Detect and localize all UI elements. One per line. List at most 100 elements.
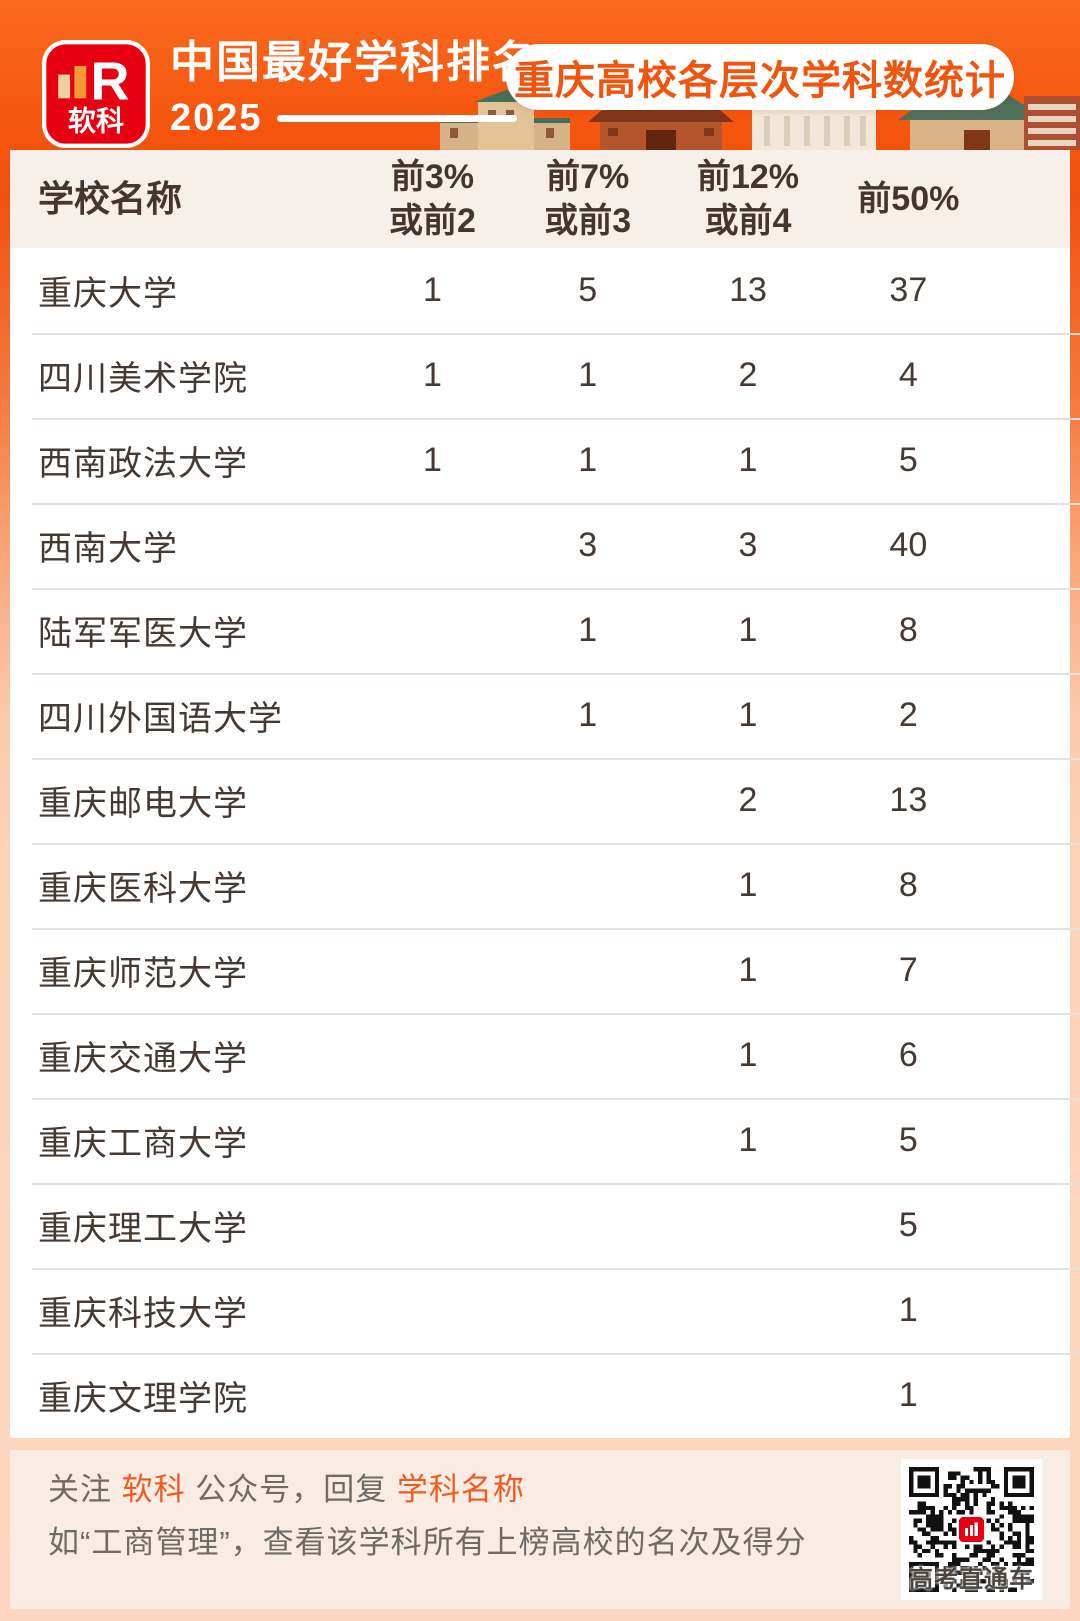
- table-row: 重庆文理学院 1: [10, 1353, 1080, 1438]
- top12-value: 13: [729, 271, 767, 309]
- column-header-top12-line2: 或前4: [704, 202, 792, 240]
- school-name: 重庆交通大学: [38, 1040, 248, 1078]
- top12-value: 2: [738, 781, 758, 819]
- footer-line1-seg: 关注: [48, 1472, 122, 1507]
- footer-keyword-highlight: 学科名称: [396, 1472, 525, 1507]
- column-header-school: 学校名称: [38, 178, 183, 219]
- top3-value: 1: [422, 441, 442, 479]
- top7-value: 3: [578, 526, 598, 564]
- school-name: 重庆邮电大学: [38, 785, 248, 823]
- top50-value: 7: [898, 951, 918, 989]
- school-name: 重庆文理学院: [38, 1380, 248, 1418]
- top50-value: 8: [898, 611, 918, 649]
- school-name: 西南政法大学: [38, 445, 248, 483]
- table-row: 重庆邮电大学 2 13: [10, 758, 1080, 843]
- column-header-top7: 前7% 或前3: [509, 155, 667, 243]
- top7-value: 1: [578, 696, 598, 734]
- qr-code-svg: [909, 1467, 1034, 1592]
- top3-value: 1: [422, 356, 442, 394]
- column-header-top12: 前12% 或前4: [667, 155, 830, 243]
- top50-value: 2: [898, 696, 918, 734]
- table-row: 陆军军医大学 1 1 8: [10, 588, 1080, 673]
- qr-code: 高考直通车: [901, 1459, 1042, 1600]
- table-row: 西南大学 3 3 40: [10, 503, 1080, 588]
- ranking-table-card: 学校名称 前3% 或前2 前7% 或前3 前12% 或前4 前50% 重庆大学 …: [10, 150, 1080, 1438]
- table-header-row: 学校名称 前3% 或前2 前7% 或前3 前12% 或前4 前50%: [10, 150, 1070, 248]
- top12-value: 1: [738, 1121, 758, 1159]
- school-name: 重庆工商大学: [38, 1125, 248, 1163]
- top7-value: 1: [578, 611, 598, 649]
- table-row: 重庆交通大学 1 6: [10, 1013, 1080, 1098]
- top12-value: 1: [738, 866, 758, 904]
- title-underline-decoration: [276, 114, 517, 122]
- top3-value: 1: [422, 271, 442, 309]
- top50-value: 8: [898, 866, 918, 904]
- qr-caption: 高考直通车: [909, 1566, 1034, 1593]
- table-row: 重庆科技大学 1: [10, 1268, 1080, 1353]
- column-header-top7-line1: 前7%: [546, 158, 630, 196]
- school-name: 四川外国语大学: [38, 700, 283, 738]
- table-row: 重庆大学 1 5 13 37: [10, 248, 1070, 333]
- top7-value: 1: [578, 356, 598, 394]
- footer-line2: 如“工商管理”，查看该学科所有上榜高校的名次及得分: [48, 1525, 807, 1560]
- top12-value: 1: [738, 696, 758, 734]
- school-name: 重庆师范大学: [38, 955, 248, 993]
- ruanke-logo-icon: R 软科: [42, 40, 150, 148]
- school-name: 陆军军医大学: [38, 615, 248, 653]
- top7-value: 1: [578, 441, 598, 479]
- top12-value: 1: [738, 951, 758, 989]
- table-body: 重庆大学 1 5 13 37 四川美术学院 1 1 2 4 西南政法大学 1 1…: [10, 248, 1080, 1438]
- top50-value: 40: [889, 526, 928, 564]
- column-header-top7-line2: 或前3: [544, 202, 632, 240]
- school-name: 重庆科技大学: [38, 1295, 248, 1333]
- school-name: 四川美术学院: [38, 360, 248, 398]
- page-title: 中国最好学科排名: [170, 38, 538, 87]
- top12-value: 2: [738, 356, 758, 394]
- top12-value: 3: [738, 526, 758, 564]
- column-header-top50: 前50%: [857, 180, 960, 218]
- table-row: 西南政法大学 1 1 1 5: [10, 418, 1080, 503]
- column-header-top3-line1: 前3%: [390, 158, 475, 196]
- table-row: 重庆理工大学 5: [10, 1183, 1080, 1268]
- footer-text: 关注 软科 公众号，回复 学科名称 如“工商管理”，查看该学科所有上榜高校的名次…: [48, 1474, 807, 1580]
- footer-line1-seg: 公众号，回复: [185, 1472, 397, 1507]
- svg-text:R: R: [91, 51, 130, 111]
- title-block: 中国最好学科排名 2025: [170, 38, 538, 140]
- report-title-badge: 重庆高校各层次学科数统计: [506, 44, 1014, 110]
- top50-value: 5: [898, 1206, 918, 1244]
- top50-value: 6: [898, 1036, 918, 1074]
- svg-text:软科: 软科: [68, 106, 124, 137]
- top12-value: 1: [738, 1036, 758, 1074]
- top50-value: 1: [898, 1376, 918, 1414]
- school-name: 重庆医科大学: [38, 870, 248, 908]
- school-name: 重庆大学: [38, 275, 178, 313]
- column-header-top3: 前3% 或前2: [356, 155, 509, 243]
- top50-value: 13: [889, 781, 928, 819]
- table-row: 四川美术学院 1 1 2 4: [10, 333, 1080, 418]
- ruanke-logo: R 软科: [42, 40, 150, 148]
- top50-value: 1: [898, 1291, 918, 1329]
- table-row: 四川外国语大学 1 1 2: [10, 673, 1080, 758]
- top50-value: 5: [898, 441, 918, 479]
- footer-brand-highlight: 软科: [121, 1472, 186, 1507]
- footer-line1: 关注 软科 公众号，回复 学科名称: [48, 1474, 807, 1505]
- top12-value: 1: [738, 611, 758, 649]
- table-row: 重庆医科大学 1 8: [10, 843, 1080, 928]
- column-header-top3-line2: 或前2: [388, 202, 476, 240]
- table-row: 重庆工商大学 1 5: [10, 1098, 1080, 1183]
- year-label: 2025: [170, 96, 263, 139]
- table-row: 重庆师范大学 1 7: [10, 928, 1080, 1013]
- header: R 软科 中国最好学科排名 2025: [0, 0, 1080, 150]
- year-row: 2025: [170, 97, 538, 140]
- column-header-top12-line1: 前12%: [696, 158, 800, 196]
- footer: 关注 软科 公众号，回复 学科名称 如“工商管理”，查看该学科所有上榜高校的名次…: [10, 1450, 1070, 1609]
- top50-value: 37: [889, 271, 928, 309]
- school-name: 西南大学: [38, 530, 178, 568]
- top50-value: 4: [898, 356, 918, 394]
- top7-value: 5: [578, 271, 598, 309]
- campus-buildings-illustration: [440, 90, 1080, 150]
- top12-value: 1: [738, 441, 758, 479]
- school-name: 重庆理工大学: [38, 1210, 248, 1248]
- top50-value: 5: [898, 1121, 918, 1159]
